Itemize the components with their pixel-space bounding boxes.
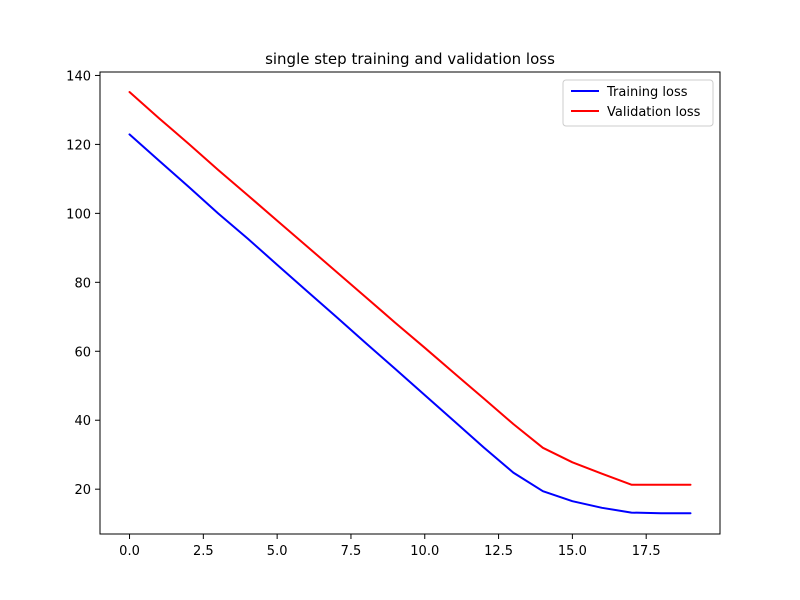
- x-tick-label: 10.0: [410, 544, 439, 559]
- y-tick-label: 140: [66, 69, 91, 84]
- y-tick-label: 100: [66, 207, 91, 222]
- x-tick-label: 12.5: [484, 544, 513, 559]
- x-tick-label: 7.5: [341, 544, 362, 559]
- legend-label-training: Training loss: [606, 85, 688, 100]
- y-tick-label: 20: [74, 483, 91, 498]
- x-tick-label: 15.0: [558, 544, 587, 559]
- x-tick-label: 0.0: [119, 544, 140, 559]
- legend: Training loss Validation loss: [562, 79, 714, 127]
- x-tick-label: 2.5: [193, 544, 214, 559]
- chart-title: single step training and validation loss: [265, 50, 555, 68]
- y-tick-label: 60: [74, 345, 91, 360]
- x-tick-label: 5.0: [267, 544, 288, 559]
- y-tick-label: 80: [74, 276, 91, 291]
- legend-frame: [562, 79, 714, 127]
- y-axis: 20 40 60 80 100 120 140: [66, 69, 100, 498]
- x-tick-label: 17.5: [632, 544, 661, 559]
- plot-lines: [128, 91, 692, 515]
- y-tick-label: 40: [74, 414, 91, 429]
- legend-label-validation: Validation loss: [607, 105, 701, 120]
- plot-frame: [99, 71, 721, 535]
- y-tick-label: 120: [66, 138, 91, 153]
- series-line-1: [128, 91, 692, 486]
- series-line-0: [128, 133, 692, 515]
- x-axis: 0.0 2.5 5.0 7.5 10.0 12.5 15.0 17.5: [119, 534, 661, 559]
